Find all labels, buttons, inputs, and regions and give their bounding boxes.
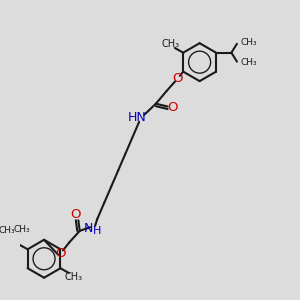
Text: H: H	[93, 226, 101, 236]
Text: CH₃: CH₃	[65, 272, 83, 282]
Text: O: O	[56, 247, 66, 260]
Text: CH₃: CH₃	[0, 226, 15, 236]
Text: CH₃: CH₃	[162, 39, 180, 49]
Text: O: O	[167, 101, 178, 114]
Text: CH₃: CH₃	[240, 38, 257, 47]
Text: N: N	[83, 222, 93, 235]
Text: O: O	[70, 208, 81, 221]
Text: CH₃: CH₃	[14, 225, 30, 234]
Text: O: O	[172, 72, 182, 85]
Text: HN: HN	[128, 111, 147, 124]
Text: CH₃: CH₃	[240, 58, 257, 68]
